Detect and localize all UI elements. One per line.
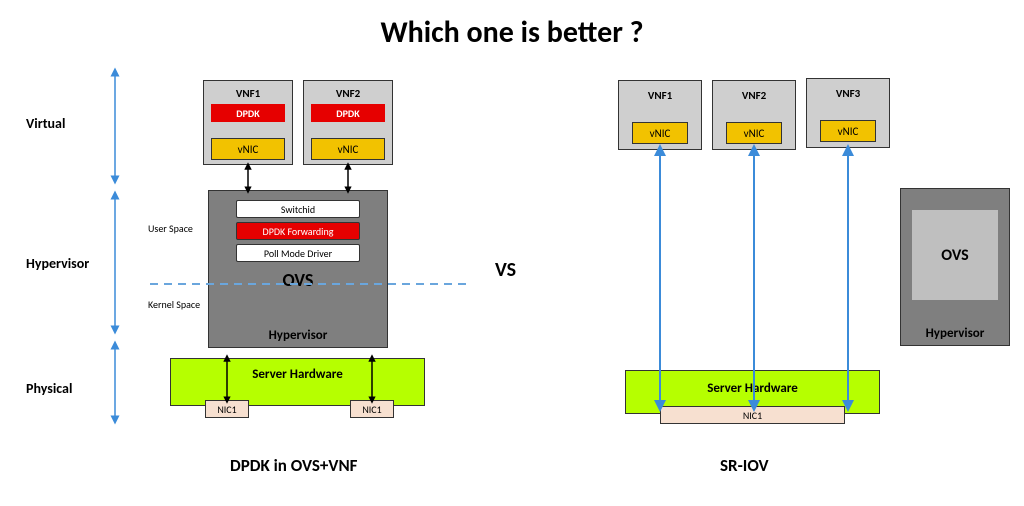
vs-label: VS	[495, 258, 516, 282]
left-hv-row-dpdkfwd: DPDK Forwarding	[236, 222, 360, 240]
left-vnf1-dpdk: DPDK	[211, 104, 285, 122]
right-caption: SR-IOV	[720, 455, 769, 476]
left-ovs-label: OVS	[208, 268, 388, 292]
left-nic1b: NIC1	[350, 400, 394, 418]
right-vnf2-vnic: vNIC	[726, 122, 782, 144]
left-server-label: Server Hardware	[170, 364, 425, 384]
arrows-overlay	[0, 0, 1024, 506]
left-hv-row-pmd: Poll Mode Driver	[236, 244, 360, 262]
right-vnf3-label: VNF3	[806, 84, 890, 102]
right-vnf2-label: VNF2	[712, 86, 796, 104]
left-hypervisor-label: Hypervisor	[208, 324, 388, 346]
right-vnf3-vnic: vNIC	[820, 120, 876, 142]
right-vnf1-label: VNF1	[618, 86, 702, 104]
right-ovs-box: OVS	[912, 210, 998, 300]
left-vnf2-label: VNF2	[303, 84, 393, 102]
user-space-label: User Space	[148, 222, 193, 235]
left-vnf2-dpdk: DPDK	[311, 104, 385, 122]
layer-label-physical: Physical	[26, 380, 72, 397]
left-vnf1-label: VNF1	[203, 84, 293, 102]
left-nic1a: NIC1	[205, 400, 249, 418]
left-hv-row-switchid: Switchid	[236, 200, 360, 218]
kernel-space-label: Kernel Space	[148, 298, 200, 311]
right-hypervisor-label: Hypervisor	[900, 322, 1010, 344]
left-caption: DPDK in OVS+VNF	[230, 455, 357, 476]
layer-label-virtual: Virtual	[26, 115, 65, 132]
right-server-label: Server Hardware	[625, 378, 880, 398]
layer-label-hypervisor: Hypervisor	[26, 255, 89, 272]
page-title: Which one is better ?	[0, 14, 1024, 51]
left-vnf2-vnic: vNIC	[311, 138, 385, 160]
right-vnf1-vnic: vNIC	[632, 122, 688, 144]
left-vnf1-vnic: vNIC	[211, 138, 285, 160]
right-nic1: NIC1	[660, 406, 845, 424]
